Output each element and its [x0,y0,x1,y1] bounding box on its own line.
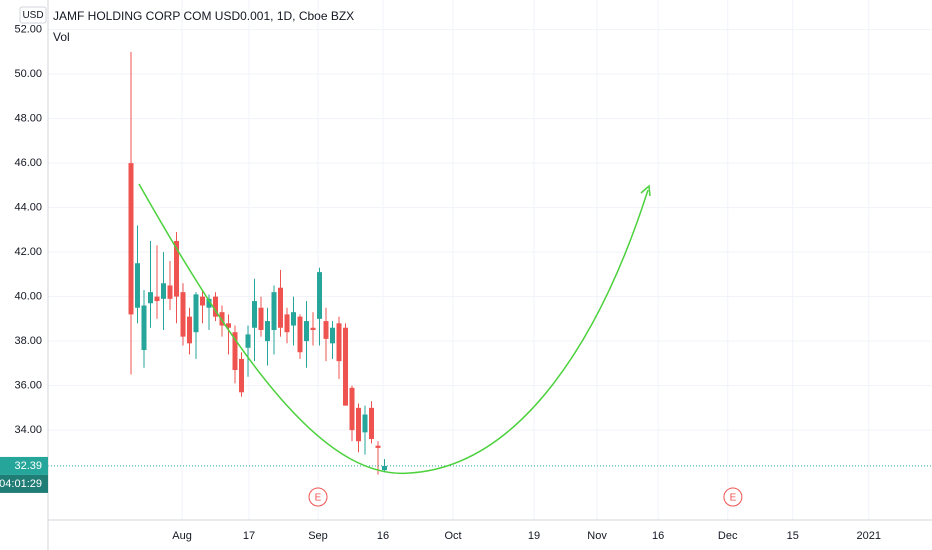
candle-body [349,387,355,431]
candle-body [317,272,323,319]
x-tick-label: 16 [652,530,664,542]
candle-body [356,407,362,442]
y-tick-label: 46.00 [14,157,42,169]
candle-body [154,296,160,302]
y-tick-label: 44.00 [14,202,42,214]
y-tick-label: 50.00 [14,68,42,80]
candle-body [323,321,329,339]
currency[interactable]: USD [22,10,43,21]
candle-body [291,312,297,326]
candle-body [174,240,180,297]
event-label: E [315,493,322,504]
axes: 34.00 36.00 38.00 40.00 42.00 44.00 46.00 48.00… [0,23,881,542]
candle-body [265,321,271,342]
candle-body [128,163,134,315]
candle-body [271,292,277,330]
last-price-label: 32.39 [14,460,42,472]
candle-body [193,294,199,333]
candle-body [362,414,368,433]
candle-body [297,316,303,353]
event-label: E [730,493,737,504]
candle-body [239,358,245,393]
x-tick-label: Aug [172,530,192,542]
volume-label: Vol [53,30,70,44]
candle-body [369,407,375,440]
event-marker [308,487,328,507]
candle-body [245,334,251,348]
candle-body [180,292,186,337]
y-tick-label: 38.00 [14,335,42,347]
y-tick-label: 40.00 [14,291,42,303]
x-tick-label: Sep [308,530,328,542]
candle-body [213,296,219,317]
candle-body [148,292,154,304]
candle-body [330,327,336,344]
candle-body [206,298,212,308]
candle-body [304,321,310,342]
candle-body [187,316,193,344]
currency-box[interactable] [19,6,47,24]
candle-body [336,323,342,362]
candle-body [343,327,349,406]
x-tick-label: Nov [587,530,607,542]
candle-body [284,314,290,333]
candle-body [252,301,258,328]
candle-body [141,305,147,351]
candle-body [167,285,173,299]
y-tick-label: 48.00 [14,113,42,125]
x-tick-label: 17 [243,530,255,542]
countdown-label: 04:01:29 [0,478,42,490]
x-tick-label: 19 [528,530,540,542]
y-tick-label: 34.00 [14,424,42,436]
countdown-box [0,474,48,493]
x-tick-label: Dec [718,530,738,542]
y-tick-label: 36.00 [14,380,42,392]
y-tick-label: 42.00 [14,246,42,258]
x-tick-label: 16 [377,530,389,542]
grid [48,0,932,520]
candle-body [258,307,264,330]
drawing-arrowhead [640,184,651,197]
candle-body [310,327,316,330]
candle-body [226,323,232,328]
candle-body [135,263,141,308]
x-tick-label: 2021 [857,530,881,542]
candle-body [375,445,381,448]
x-tick-label: Oct [444,530,461,542]
y-tick-label: 52.00 [14,23,42,35]
candle-body [382,465,388,471]
candle-body [200,296,206,306]
candle-body [278,287,284,328]
drawing-curve [138,183,649,475]
x-tick-label: 15 [787,530,799,542]
chart-title: JAMF HOLDING CORP COM USD0.001, 1D, Cboe… [53,9,354,23]
candle-body [161,283,167,299]
event-marker [723,487,743,507]
last-price-box [0,456,48,475]
candle-body [232,332,238,371]
